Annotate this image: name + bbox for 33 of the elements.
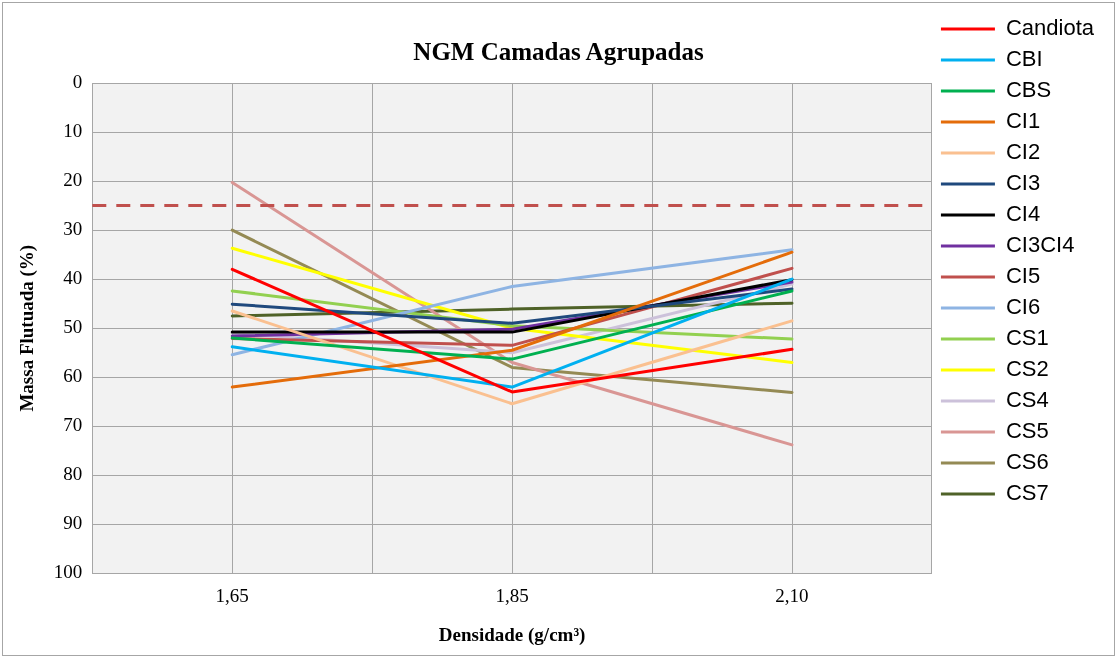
legend-label: CI6 (1005, 294, 1041, 320)
legend-label: Candiota (1005, 15, 1095, 41)
y-tick-label: 70 (63, 414, 83, 436)
legend-label: CS4 (1005, 387, 1049, 413)
y-tick-label: 80 (63, 463, 83, 485)
legend-label: CI1 (1005, 108, 1041, 134)
y-tick-label: 30 (63, 218, 83, 240)
legend-label: CI2 (1005, 139, 1041, 165)
legend-label: CBI (1005, 46, 1043, 72)
y-axis-title: Massa Flutuada (%) (16, 244, 39, 412)
y-tick-label: 90 (63, 512, 83, 534)
legend-label: CI3 (1005, 170, 1041, 196)
legend-label: CBS (1005, 77, 1052, 103)
legend-label: CS5 (1005, 418, 1049, 444)
legend-label: CI3CI4 (1005, 232, 1075, 258)
legend-label: CS2 (1005, 356, 1049, 382)
y-tick-label: 0 (72, 70, 83, 92)
x-axis-title: Densidade (g/cm³) (438, 623, 586, 646)
y-tick-label: 100 (53, 561, 83, 583)
x-tick-label: 1,65 (215, 584, 249, 606)
y-tick-label: 10 (63, 120, 83, 142)
x-tick-label: 2,10 (775, 584, 809, 606)
y-tick-label: 60 (63, 365, 83, 387)
legend-label: CS1 (1005, 325, 1049, 351)
x-tick-label: 1,85 (495, 584, 529, 606)
legend-label: CI5 (1005, 263, 1041, 289)
y-tick-label: 50 (63, 316, 83, 338)
legend-label: CS7 (1005, 480, 1049, 506)
y-tick-label: 20 (63, 169, 83, 191)
legend-label: CI4 (1005, 201, 1041, 227)
chart-title: NGM Camadas Agrupadas (413, 38, 704, 66)
y-tick-label: 40 (63, 267, 83, 289)
legend-label: CS6 (1005, 449, 1049, 475)
